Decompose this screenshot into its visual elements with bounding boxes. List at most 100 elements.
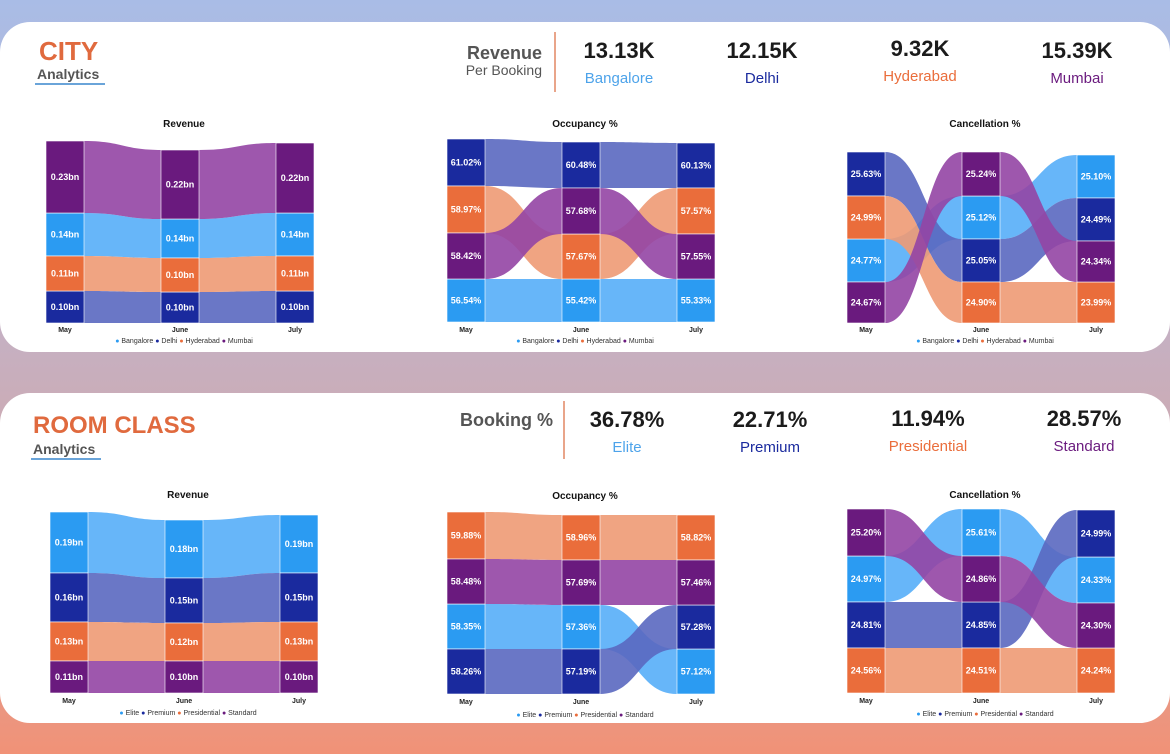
bar-segment-elite[interactable]	[164, 519, 204, 579]
ribbon-standard	[88, 661, 165, 693]
legend-item-delhi[interactable]: Delhi	[960, 338, 978, 345]
kpi-name: Bangalore	[584, 70, 654, 87]
bar-segment-standard[interactable]	[961, 555, 1001, 603]
bar-segment-delhi[interactable]	[1076, 197, 1116, 242]
bar-segment-premium[interactable]	[49, 572, 89, 623]
bar-segment-hyderabad[interactable]	[676, 187, 716, 235]
bar-segment-premium[interactable]	[1076, 509, 1116, 558]
bar-segment-elite[interactable]	[446, 603, 486, 650]
ribbon-bangalore	[199, 213, 276, 258]
bar-segment-standard[interactable]	[561, 559, 601, 606]
bar-segment-hyderabad[interactable]	[275, 255, 315, 292]
bar-segment-mumbai[interactable]	[160, 149, 200, 220]
bar-segment-mumbai[interactable]	[275, 142, 315, 214]
legend-item-hyderabad[interactable]: Hyderabad	[585, 338, 621, 345]
bar-segment-hyderabad[interactable]	[160, 257, 200, 293]
bar-segment-mumbai[interactable]	[676, 233, 716, 280]
bar-segment-hyderabad[interactable]	[961, 281, 1001, 324]
legend-marker: ●	[916, 711, 920, 718]
legend-item-bangalore[interactable]: Bangalore	[119, 338, 153, 345]
legend-marker: ●	[617, 712, 623, 719]
bar-segment-elite[interactable]	[846, 555, 886, 603]
legend-item-bangalore[interactable]: Bangalore	[520, 338, 554, 345]
bar-segment-presidential[interactable]	[446, 511, 486, 560]
legend-item-premium[interactable]: Premium	[145, 710, 175, 717]
legend-item-mumbai[interactable]: Mumbai	[1027, 338, 1054, 345]
bar-segment-mumbai[interactable]	[1076, 240, 1116, 283]
bar-segment-hyderabad[interactable]	[45, 255, 85, 292]
bar-segment-premium[interactable]	[279, 572, 319, 623]
bar-segment-elite[interactable]	[676, 648, 716, 695]
bar-segment-bangalore[interactable]	[846, 238, 886, 283]
legend-item-delhi[interactable]: Delhi	[159, 338, 177, 345]
legend-item-hyderabad[interactable]: Hyderabad	[985, 338, 1021, 345]
bar-segment-hyderabad[interactable]	[1076, 281, 1116, 324]
legend-item-hyderabad[interactable]: Hyderabad	[184, 338, 220, 345]
bar-segment-presidential[interactable]	[676, 514, 716, 561]
bar-segment-hyderabad[interactable]	[846, 195, 886, 240]
legend-item-mumbai[interactable]: Mumbai	[226, 338, 253, 345]
bar-segment-presidential[interactable]	[164, 622, 204, 662]
legend-item-presidential[interactable]: Presidential	[579, 712, 618, 719]
bar-segment-premium[interactable]	[561, 648, 601, 695]
legend-item-elite[interactable]: Elite	[921, 711, 937, 718]
bar-segment-standard[interactable]	[164, 660, 204, 694]
bar-segment-standard[interactable]	[846, 508, 886, 557]
legend-item-premium[interactable]: Premium	[942, 711, 972, 718]
data-label: 60.13%	[681, 161, 712, 171]
bar-segment-delhi[interactable]	[160, 291, 200, 324]
bar-segment-delhi[interactable]	[275, 290, 315, 324]
legend-item-standard[interactable]: Standard	[226, 710, 256, 717]
data-label: 0.13bn	[55, 637, 84, 647]
bar-segment-standard[interactable]	[676, 559, 716, 606]
bar-segment-delhi[interactable]	[676, 142, 716, 189]
bar-segment-bangalore[interactable]	[275, 212, 315, 257]
legend-item-standard[interactable]: Standard	[623, 712, 653, 719]
bar-segment-delhi[interactable]	[446, 138, 486, 187]
data-label: 0.10bn	[285, 672, 314, 682]
city-kpi-divider	[554, 32, 556, 92]
legend-item-presidential[interactable]: Presidential	[182, 710, 221, 717]
bar-segment-presidential[interactable]	[846, 647, 886, 694]
bar-segment-presidential[interactable]	[49, 621, 89, 662]
bar-segment-elite[interactable]	[279, 514, 319, 574]
bar-segment-premium[interactable]	[446, 648, 486, 695]
bar-segment-premium[interactable]	[846, 601, 886, 649]
ribbon-mumbai	[199, 143, 276, 219]
legend-item-bangalore[interactable]: Bangalore	[920, 338, 954, 345]
bar-segment-bangalore[interactable]	[160, 218, 200, 259]
bar-segment-bangalore[interactable]	[676, 278, 716, 323]
bar-segment-mumbai[interactable]	[561, 187, 601, 235]
bar-segment-premium[interactable]	[164, 577, 204, 624]
bar-segment-bangalore[interactable]	[561, 278, 601, 323]
chart-city-occupancy: Occupancy % 56.54% 61.02% 58.97% 58.42% May 55…	[446, 119, 716, 345]
bar-segment-premium[interactable]	[676, 604, 716, 650]
bar-segment-mumbai[interactable]	[446, 232, 486, 280]
data-label: 58.26%	[451, 667, 482, 677]
bar-segment-mumbai[interactable]	[846, 281, 886, 324]
bar-segment-mumbai[interactable]	[45, 140, 85, 214]
bar-segment-mumbai[interactable]	[961, 151, 1001, 197]
legend-item-standard[interactable]: Standard	[1023, 711, 1053, 718]
bar-segment-standard[interactable]	[446, 558, 486, 605]
legend-item-presidential[interactable]: Presidential	[979, 711, 1018, 718]
bar-segment-standard[interactable]	[279, 660, 319, 694]
bar-segment-standard[interactable]	[1076, 602, 1116, 649]
bar-segment-presidential[interactable]	[561, 514, 601, 561]
bar-segment-standard[interactable]	[49, 660, 89, 694]
legend-item-premium[interactable]: Premium	[542, 712, 572, 719]
data-label: 57.57%	[681, 206, 712, 216]
bar-segment-bangalore[interactable]	[446, 278, 486, 323]
bar-segment-delhi[interactable]	[45, 290, 85, 324]
data-label: 0.23bn	[51, 172, 80, 182]
bar-segment-presidential[interactable]	[961, 647, 1001, 694]
legend-item-elite[interactable]: Elite	[521, 712, 537, 719]
data-label: 0.10bn	[170, 672, 199, 682]
legend-item-delhi[interactable]: Delhi	[560, 338, 578, 345]
bar-segment-bangalore[interactable]	[45, 212, 85, 257]
bar-segment-bangalore[interactable]	[961, 195, 1001, 240]
legend-item-elite[interactable]: Elite	[124, 710, 140, 717]
bar-segment-delhi[interactable]	[846, 151, 886, 197]
legend-item-mumbai[interactable]: Mumbai	[627, 338, 654, 345]
ribbon-premium	[600, 605, 677, 694]
